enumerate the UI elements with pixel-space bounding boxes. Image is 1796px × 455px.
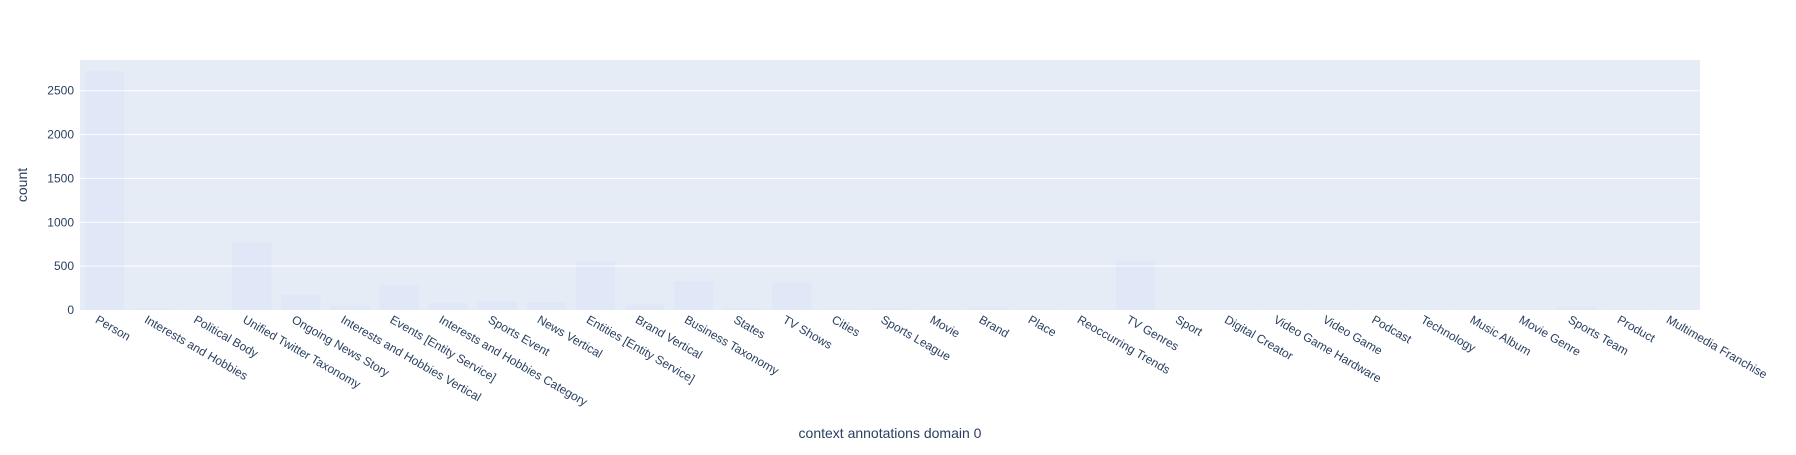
y-tick-label: 1500: [47, 171, 74, 185]
bar[interactable]: [1018, 309, 1057, 310]
bar[interactable]: [919, 309, 958, 310]
plot-background: [80, 60, 1700, 310]
bar[interactable]: [281, 295, 320, 310]
bar[interactable]: [85, 71, 124, 310]
x-tick-label: Cities: [829, 312, 862, 339]
bar[interactable]: [330, 306, 369, 310]
bar[interactable]: [232, 242, 271, 310]
y-tick-label: 1000: [47, 215, 74, 229]
bar[interactable]: [527, 302, 566, 310]
y-tick-label: 0: [67, 303, 74, 317]
x-tick-label: Movie: [928, 312, 963, 340]
y-tick-label: 2000: [47, 128, 74, 142]
x-axis-title: context annotations domain 0: [799, 425, 982, 441]
bar[interactable]: [772, 283, 811, 310]
y-axis-ticks: 0 500 1000 1500 2000 2500: [47, 84, 74, 317]
y-tick-label: 500: [54, 259, 74, 273]
bar[interactable]: [674, 281, 713, 310]
bar[interactable]: [1116, 261, 1155, 310]
x-tick-label: TV Shows: [780, 312, 834, 351]
x-tick-label: Brand: [977, 312, 1012, 340]
bar[interactable]: [478, 301, 517, 310]
y-axis-title: count: [14, 168, 30, 202]
bar[interactable]: [723, 308, 762, 310]
bar[interactable]: [429, 303, 468, 310]
x-tick-label: Technology: [1419, 312, 1479, 354]
y-tick-label: 2500: [47, 84, 74, 98]
x-tick-label: Place: [1026, 312, 1059, 339]
bar[interactable]: [576, 262, 615, 310]
bar[interactable]: [134, 309, 173, 310]
bar[interactable]: [379, 285, 418, 310]
bar[interactable]: [870, 308, 909, 310]
x-tick-label: States: [731, 312, 767, 341]
x-tick-label: Reoccurring Trends: [1075, 312, 1173, 376]
bar[interactable]: [969, 307, 1008, 310]
bar[interactable]: [821, 309, 860, 310]
x-tick-label: Multimedia Franchise: [1664, 312, 1770, 381]
bar[interactable]: [1558, 307, 1597, 310]
x-tick-label: Sport: [1173, 312, 1205, 339]
bar[interactable]: [625, 305, 664, 310]
x-tick-label: Person: [93, 312, 133, 343]
